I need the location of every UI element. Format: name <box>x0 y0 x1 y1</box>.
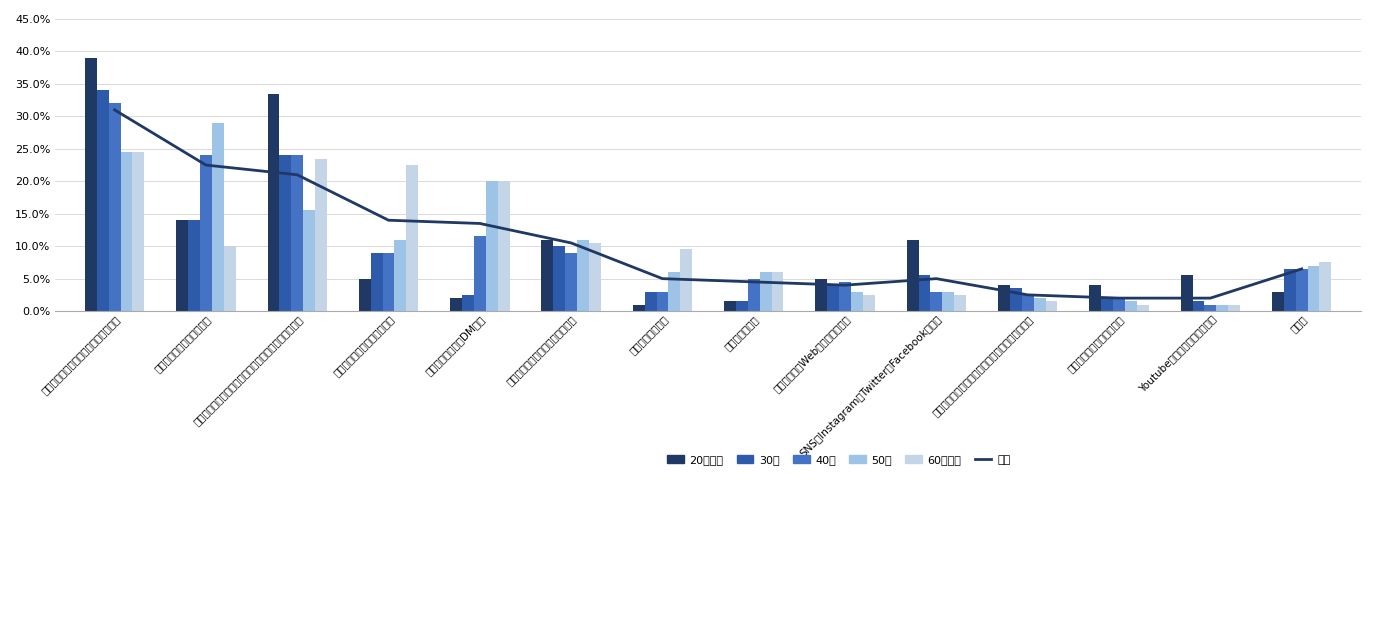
Bar <box>747 278 760 311</box>
Bar <box>498 181 509 311</box>
Bar <box>224 246 235 311</box>
Bar <box>109 103 121 311</box>
Bar <box>121 152 132 311</box>
全体 <box>106 106 122 113</box>
全体 <box>746 278 762 285</box>
Bar <box>176 220 189 311</box>
Bar <box>772 272 783 311</box>
Bar <box>383 253 395 311</box>
Bar <box>577 239 589 311</box>
Bar <box>303 210 315 311</box>
Bar <box>1033 298 1046 311</box>
Bar <box>1046 301 1057 311</box>
全体 <box>837 282 853 289</box>
Bar <box>633 305 645 311</box>
Bar <box>189 220 200 311</box>
全体 <box>929 275 945 282</box>
Bar <box>1307 266 1320 311</box>
Bar <box>1137 305 1149 311</box>
Bar <box>212 123 224 311</box>
Line: 全体: 全体 <box>114 110 1302 298</box>
Bar <box>1101 298 1113 311</box>
Bar <box>1181 275 1193 311</box>
Bar <box>566 253 577 311</box>
Bar <box>736 301 747 311</box>
Bar <box>1113 298 1126 311</box>
Bar <box>907 239 919 311</box>
全体 <box>472 220 488 227</box>
Bar <box>1320 263 1332 311</box>
Bar <box>542 239 553 311</box>
Bar <box>930 292 943 311</box>
Bar <box>1204 305 1216 311</box>
Bar <box>395 239 406 311</box>
Bar <box>1010 289 1022 311</box>
Bar <box>359 278 370 311</box>
Bar <box>406 165 418 311</box>
Legend: 20代以下, 30代, 40代, 50代, 60代以上, 全体: 20代以下, 30代, 40代, 50代, 60代以上, 全体 <box>663 450 1014 469</box>
Bar <box>85 58 96 311</box>
Bar <box>267 94 279 311</box>
Bar <box>370 253 383 311</box>
Bar <box>1193 301 1204 311</box>
Bar <box>760 272 772 311</box>
Bar <box>839 282 850 311</box>
Bar <box>132 152 144 311</box>
Bar <box>1126 301 1137 311</box>
Bar <box>680 249 692 311</box>
Bar <box>315 159 327 311</box>
Bar <box>645 292 656 311</box>
Bar <box>954 295 966 311</box>
Bar <box>816 278 827 311</box>
全体 <box>1203 294 1219 302</box>
Bar <box>656 292 669 311</box>
全体 <box>563 239 579 247</box>
Bar <box>486 181 498 311</box>
Bar <box>462 295 473 311</box>
全体 <box>380 217 396 224</box>
Bar <box>669 272 680 311</box>
Bar <box>1271 292 1284 311</box>
Bar <box>1216 305 1229 311</box>
Bar <box>998 285 1010 311</box>
Bar <box>589 243 601 311</box>
Bar <box>1090 285 1101 311</box>
全体 <box>198 161 215 169</box>
全体 <box>1110 294 1127 302</box>
Bar <box>450 298 462 311</box>
Bar <box>292 156 303 311</box>
全体 <box>289 171 305 178</box>
Bar <box>1022 295 1033 311</box>
Bar <box>827 285 839 311</box>
Bar <box>200 156 212 311</box>
Bar <box>863 295 875 311</box>
Bar <box>279 156 292 311</box>
Bar <box>553 246 566 311</box>
全体 <box>654 275 670 282</box>
Bar <box>919 275 930 311</box>
全体 <box>1020 291 1036 299</box>
Bar <box>943 292 954 311</box>
全体 <box>1293 265 1310 273</box>
Bar <box>96 90 109 311</box>
Bar <box>724 301 736 311</box>
Bar <box>1284 269 1296 311</box>
Bar <box>473 236 486 311</box>
Bar <box>850 292 863 311</box>
Bar <box>1296 269 1307 311</box>
Bar <box>1229 305 1240 311</box>
